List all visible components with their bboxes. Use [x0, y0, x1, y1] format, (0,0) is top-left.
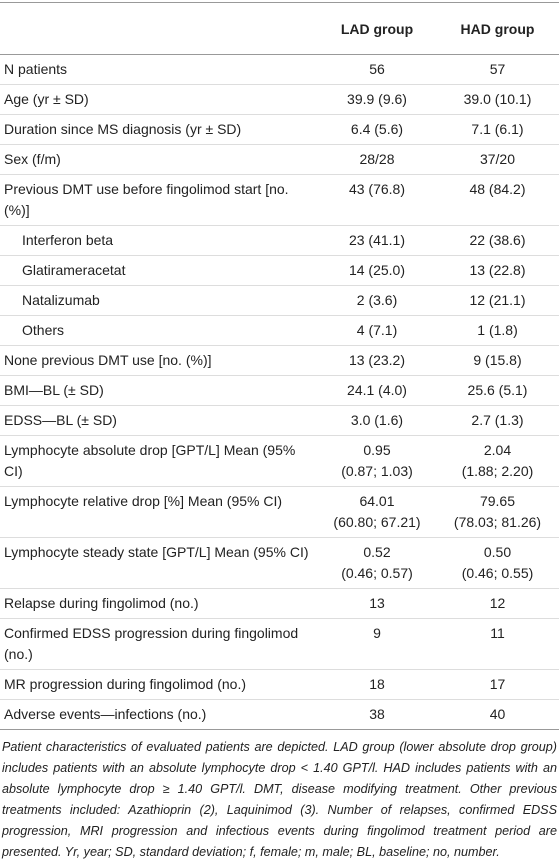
row-label: Confirmed EDSS progression during fingol…: [4, 625, 299, 662]
header-cell: [0, 3, 318, 55]
lad-value: 64.01 (60.80; 67.21): [333, 493, 421, 530]
lad-value: 39.9 (9.6): [347, 91, 407, 107]
table-row: EDSS—BL (± SD) 3.0 (1.6) 2.7 (1.3): [0, 406, 559, 436]
table-row: Others 4 (7.1) 1 (1.8): [0, 316, 559, 346]
lad-value: 14 (25.0): [348, 262, 406, 278]
lad-value: 13 (23.2): [348, 352, 406, 368]
row-label: EDSS—BL (± SD): [4, 412, 117, 428]
had-value: 12 (21.1): [469, 292, 526, 308]
table-row: None previous DMT use [no. (%)] 13 (23.2)…: [0, 346, 559, 376]
table-row: Lymphocyte steady state [GPT/L] Mean (95…: [0, 538, 559, 589]
table-row: BMI—BL (± SD) 24.1 (4.0) 25.6 (5.1): [0, 376, 559, 406]
table-note: Patient characteristics of evaluated pat…: [2, 740, 557, 859]
row-label: Relapse during fingolimod (no.): [4, 595, 199, 611]
row-label: Sex (f/m): [4, 151, 61, 167]
had-value: 11: [490, 625, 505, 641]
had-value: 37/20: [479, 151, 516, 167]
row-label: Lymphocyte absolute drop [GPT/L] Mean (9…: [4, 442, 296, 479]
table-body: N patients 56 57 Age (yr ± SD) 39.9 (9.6) 39.…: [0, 55, 559, 730]
table-row: N patients 56 57: [0, 55, 559, 85]
table-row: Relapse during fingolimod (no.) 13 12: [0, 589, 559, 619]
lad-value: 23 (41.1): [348, 232, 406, 248]
header-cell: HAD group: [460, 20, 535, 37]
lad-value: 0.95 (0.87; 1.03): [341, 442, 413, 479]
had-value: 22 (38.6): [469, 232, 526, 248]
row-label: Age (yr ± SD): [4, 91, 89, 107]
table-row: Glatirameracetat 14 (25.0) 13 (22.8): [0, 256, 559, 286]
had-value: 40: [489, 706, 506, 722]
lad-value: 18: [369, 676, 385, 692]
had-value: 57: [489, 61, 506, 77]
row-label: Natalizumab: [22, 292, 100, 308]
lad-value: 24.1 (4.0): [347, 382, 407, 398]
row-label: Lymphocyte steady state [GPT/L] Mean (95…: [4, 544, 309, 560]
row-label: Glatirameracetat: [22, 262, 126, 278]
row-label: Lymphocyte relative drop [%] Mean (95% C…: [4, 493, 283, 509]
lad-value: 6.4 (5.6): [350, 121, 404, 137]
table-row: Lymphocyte relative drop [%] Mean (95% C…: [0, 487, 559, 538]
table-row: Confirmed EDSS progression during fingol…: [0, 619, 559, 670]
table-row: Previous DMT use before fingolimod start…: [0, 175, 559, 226]
had-value: 2.7 (1.3): [471, 412, 524, 428]
row-label: Interferon beta: [22, 232, 114, 248]
lad-value: 2 (3.6): [356, 292, 398, 308]
lad-value: 4 (7.1): [356, 322, 398, 338]
row-label: None previous DMT use [no. (%)]: [4, 352, 212, 368]
table-row: Natalizumab 2 (3.6) 12 (21.1): [0, 286, 559, 316]
had-value: 9 (15.8): [473, 352, 522, 368]
lad-value: 3.0 (1.6): [350, 412, 404, 428]
row-label: BMI—BL (± SD): [4, 382, 104, 398]
lad-value: 56: [369, 61, 385, 77]
lad-value: 28/28: [359, 151, 395, 167]
row-label: Duration since MS diagnosis (yr ± SD): [4, 121, 242, 137]
row-label: Others: [22, 322, 65, 338]
had-value: 13 (22.8): [469, 262, 526, 278]
table-row: Adverse events—infections (no.) 38 40: [0, 700, 559, 730]
had-value: 1 (1.8): [477, 322, 518, 338]
had-value: 39.0 (10.1): [463, 91, 532, 107]
had-value: 79.65 (78.03; 81.26): [453, 493, 542, 530]
row-label: Adverse events—infections (no.): [4, 706, 207, 722]
table-row: Lymphocyte absolute drop [GPT/L] Mean (9…: [0, 436, 559, 487]
row-label: Previous DMT use before fingolimod start…: [4, 181, 289, 218]
had-value: 48 (84.2): [469, 181, 526, 197]
lad-value: 43 (76.8): [348, 181, 406, 197]
header-cell: LAD group: [340, 20, 414, 37]
had-value: 0.50 (0.46; 0.55): [461, 544, 534, 581]
table: LAD group HAD group N patients 56 57 Age (y…: [0, 2, 559, 730]
table-row: Age (yr ± SD) 39.9 (9.6) 39.0 (10.1): [0, 85, 559, 115]
lad-value: 38: [369, 706, 385, 722]
header-row: LAD group HAD group: [0, 2, 559, 55]
had-value: 7.1 (6.1): [471, 121, 524, 137]
lad-value: 0.52 (0.46; 0.57): [341, 544, 413, 581]
table-row: MR progression during fingolimod (no.) 18…: [0, 670, 559, 700]
had-value: 2.04 (1.88; 2.20): [461, 442, 534, 479]
had-value: 25.6 (5.1): [467, 382, 528, 398]
had-value: 17: [489, 676, 506, 692]
table-row: Interferon beta 23 (41.1) 22 (38.6): [0, 226, 559, 256]
table-row: Sex (f/m) 28/28 37/20: [0, 145, 559, 175]
row-label: N patients: [4, 61, 68, 77]
row-label: MR progression during fingolimod (no.): [4, 676, 246, 692]
had-value: 12: [489, 595, 506, 611]
table-row: Duration since MS diagnosis (yr ± SD) 6.4…: [0, 115, 559, 145]
table-header: LAD group HAD group: [0, 2, 559, 55]
lad-value: 9: [373, 625, 381, 641]
lad-value: 13: [369, 595, 385, 611]
